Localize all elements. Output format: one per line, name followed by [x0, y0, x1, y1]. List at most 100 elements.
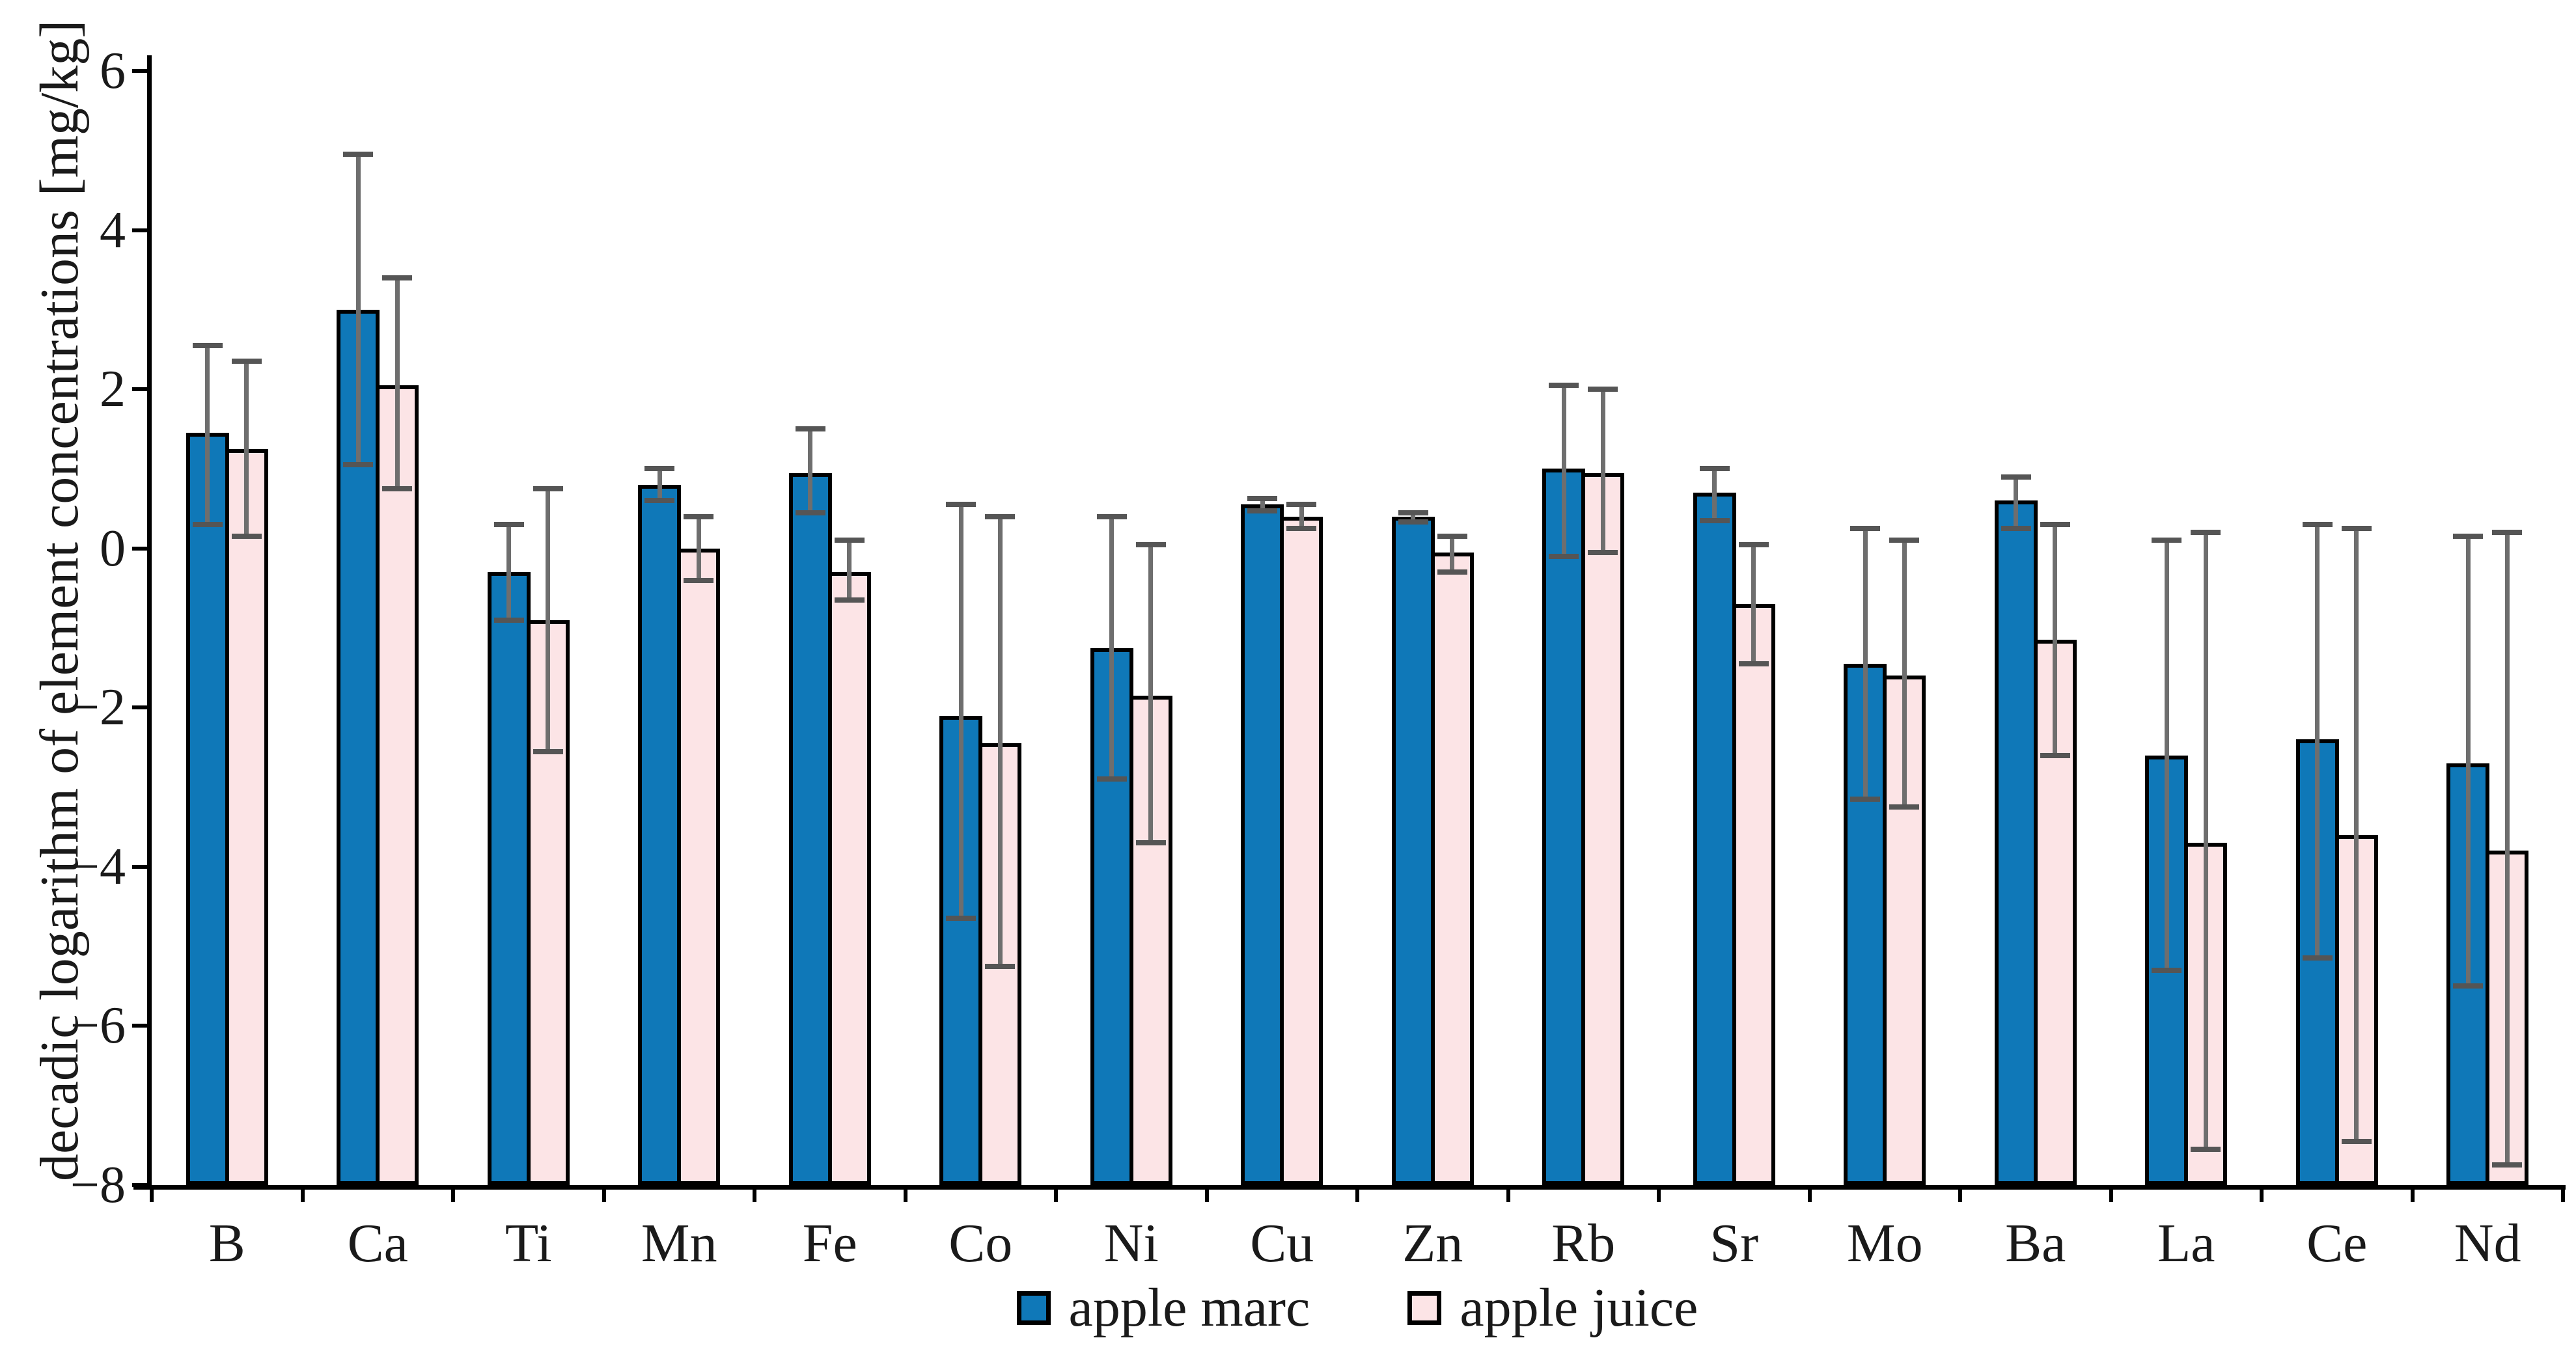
bar-group-Ti	[453, 71, 604, 1185]
x-tick-mark	[300, 1185, 305, 1202]
bar-group-Ba	[1960, 71, 2111, 1185]
x-tick-mark	[602, 1185, 606, 1202]
bar-apple-marc	[1693, 493, 1736, 1185]
bar-apple-marc	[788, 472, 832, 1185]
error-bar-cap	[2492, 530, 2523, 536]
x-tick-mark	[903, 1185, 907, 1202]
error-bar	[1751, 544, 1756, 664]
error-bar-cap	[1398, 519, 1428, 525]
error-bar-cap	[231, 359, 262, 364]
legend-label: apple marc	[1068, 1277, 1310, 1338]
y-tick-mark	[132, 864, 147, 869]
error-bar-cap	[1549, 553, 1579, 559]
error-bar	[2354, 528, 2359, 1141]
error-bar	[2203, 532, 2208, 1149]
error-bar	[2465, 536, 2471, 987]
y-tick-mark	[132, 387, 147, 392]
error-bar	[546, 489, 551, 752]
bar-group-Zn	[1357, 71, 1508, 1185]
error-bar-cap	[1850, 526, 1881, 532]
error-bar	[1902, 540, 1907, 808]
x-tick-label: Zn	[1402, 1213, 1463, 1274]
x-tick-mark	[1054, 1185, 1058, 1202]
x-tick-mark	[1958, 1185, 1962, 1202]
error-bar-cap	[684, 577, 714, 583]
x-tick-label: Ce	[2306, 1213, 2368, 1274]
error-bar-cap	[533, 748, 563, 754]
y-tick-label: 4	[100, 201, 126, 259]
bar-group-Ce	[2262, 71, 2413, 1185]
error-bar	[847, 540, 852, 601]
bar-apple-juice	[677, 548, 721, 1185]
bar-apple-marc	[1994, 500, 2038, 1185]
error-bar-cap	[834, 597, 865, 603]
bar-group-B	[152, 71, 303, 1185]
bar-group-Mn	[604, 71, 755, 1185]
x-tick-mark	[1204, 1185, 1209, 1202]
legend-item-apple-juice: apple juice	[1407, 1281, 1698, 1335]
error-bar-cap	[192, 522, 223, 528]
error-bar-cap	[834, 538, 865, 543]
error-bar-cap	[493, 617, 524, 623]
bar-group-Nd	[2413, 71, 2564, 1185]
x-tick-mark	[1355, 1185, 1359, 1202]
bar-apple-marc	[1542, 469, 1586, 1185]
bar-apple-juice	[1732, 604, 1775, 1185]
x-tick-label: Ti	[505, 1213, 552, 1274]
bar-apple-marc	[487, 572, 531, 1185]
error-bar-cap	[192, 342, 223, 348]
error-bar	[2053, 525, 2058, 756]
x-tick-label: Fe	[802, 1213, 857, 1274]
y-tick-mark	[132, 1024, 147, 1028]
error-bar	[1411, 512, 1416, 523]
x-tick-mark	[150, 1185, 154, 1202]
bar-group-Ni	[1056, 71, 1207, 1185]
error-bar-cap	[1135, 541, 1166, 547]
error-bar-cap	[985, 513, 1016, 519]
x-tick-label: Co	[949, 1213, 1013, 1274]
error-bar-cap	[533, 486, 563, 491]
error-bar-cap	[1247, 495, 1278, 501]
x-tick-mark	[1807, 1185, 1812, 1202]
error-bar-cap	[2341, 526, 2372, 532]
error-bar	[355, 154, 361, 465]
bar-apple-marc	[1391, 516, 1435, 1185]
error-bar	[1260, 498, 1265, 512]
bar-apple-marc	[638, 484, 682, 1185]
error-bar-cap	[1096, 776, 1127, 782]
error-bar-cap	[493, 522, 524, 528]
error-bar-cap	[1588, 387, 1618, 392]
y-axis-line	[147, 55, 152, 1190]
error-bar-cap	[1398, 510, 1428, 515]
x-tick-label: Nd	[2454, 1213, 2521, 1274]
bar-apple-juice	[827, 572, 871, 1185]
x-tick-label: Rb	[1551, 1213, 1616, 1274]
error-bar-cap	[2191, 1146, 2221, 1152]
plot-area: 6 4 2 0 −2 −4 −6 −8 B Ca Ti Mn Fe Co Ni Cu Zn Rb Sr Mo Ba La C…	[70, 45, 2566, 1271]
error-bar	[1561, 385, 1566, 556]
y-tick-label: −2	[70, 679, 126, 737]
error-bar-cap	[2001, 474, 2031, 480]
x-tick-label: Sr	[1710, 1213, 1759, 1274]
error-bar-cap	[2302, 522, 2333, 528]
error-bar	[1712, 469, 1717, 521]
y-tick-mark	[132, 1183, 147, 1187]
error-bar	[2504, 532, 2510, 1166]
error-bar-cap	[1699, 517, 1730, 523]
error-bar	[205, 345, 210, 525]
error-bar-cap	[1135, 840, 1166, 846]
error-bar-cap	[1699, 466, 1730, 472]
legend-label: apple juice	[1460, 1277, 1698, 1338]
error-bar-cap	[1437, 534, 1467, 540]
x-tick-label: B	[208, 1213, 245, 1274]
bar-apple-juice	[1581, 472, 1625, 1185]
error-bar	[2014, 476, 2019, 529]
x-tick-label: Ba	[2005, 1213, 2066, 1274]
error-bar	[1148, 544, 1154, 843]
error-bar-cap	[946, 916, 976, 922]
bar-group-Rb	[1508, 71, 1659, 1185]
error-bar-cap	[231, 534, 262, 540]
x-tick-mark	[1657, 1185, 1661, 1202]
error-bar-cap	[2191, 530, 2221, 536]
